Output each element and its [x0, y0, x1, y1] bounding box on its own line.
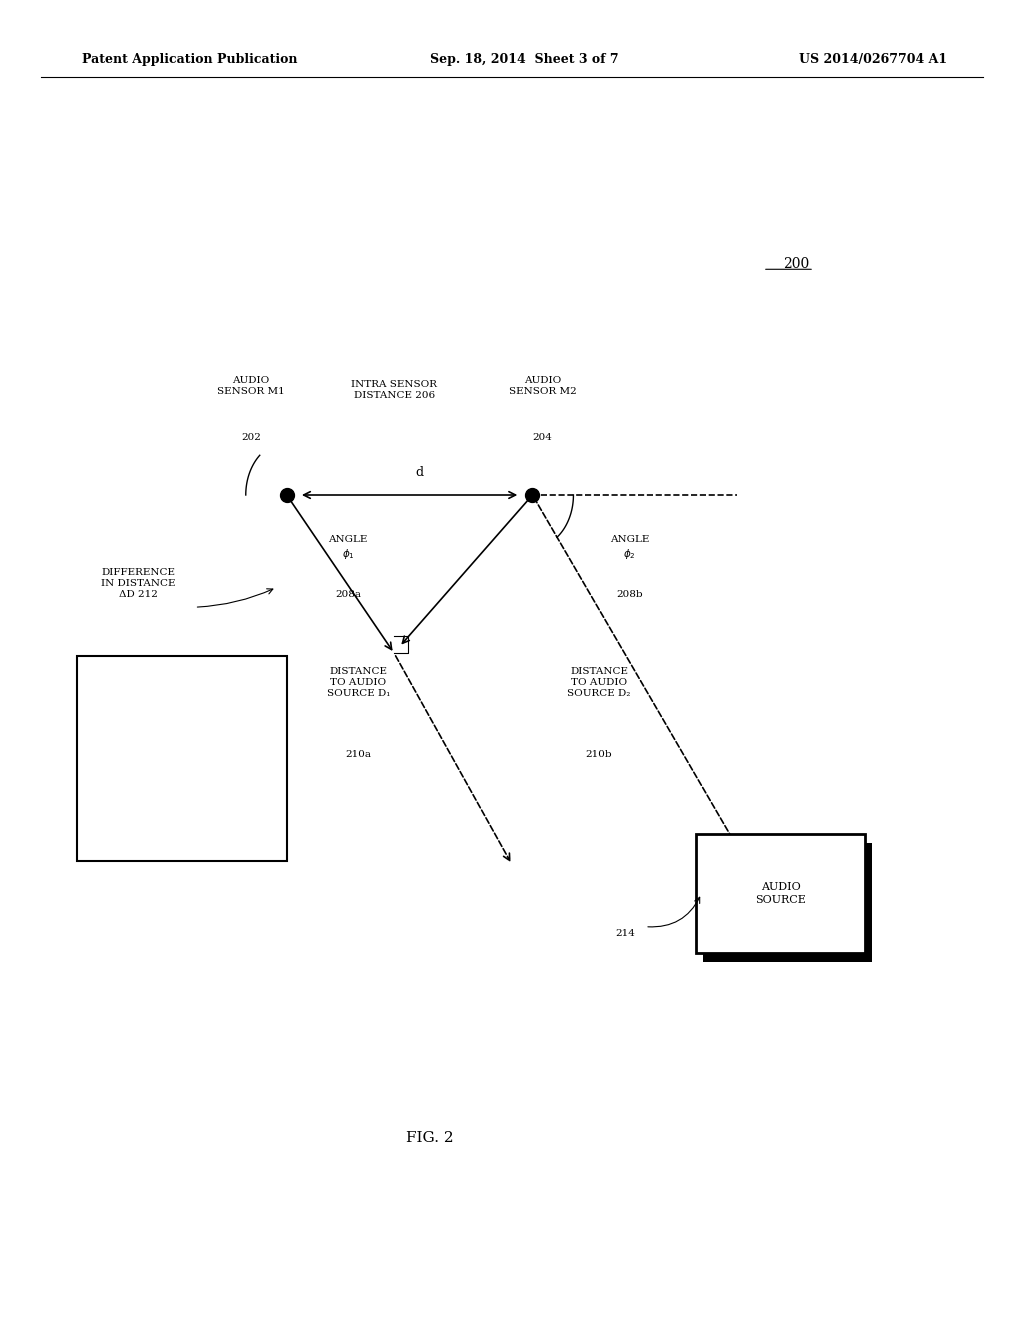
Text: 208a: 208a: [335, 590, 361, 599]
Bar: [77, 656, 287, 861]
Text: 202: 202: [241, 433, 261, 442]
Bar: [696, 834, 865, 953]
Text: $\phi_1 \approx \phi_2$: $\phi_1 \approx \phi_2$: [92, 796, 134, 812]
Text: ASSUME:: ASSUME:: [92, 673, 144, 682]
Text: 204: 204: [532, 433, 553, 442]
Text: 214: 214: [615, 929, 635, 937]
Text: FIG. 2: FIG. 2: [407, 1131, 454, 1144]
Text: 200: 200: [783, 257, 810, 271]
Text: Sep. 18, 2014  Sheet 3 of 7: Sep. 18, 2014 Sheet 3 of 7: [430, 53, 618, 66]
Text: INTRA SENSOR
DISTANCE 206: INTRA SENSOR DISTANCE 206: [351, 380, 437, 400]
Text: DIFFERENCE
IN DISTANCE
ΔD 212: DIFFERENCE IN DISTANCE ΔD 212: [101, 568, 175, 599]
Text: Patent Application Publication: Patent Application Publication: [82, 53, 297, 66]
Text: D1 >> d: D1 >> d: [92, 714, 137, 723]
Text: D2 >> d: D2 >> d: [92, 755, 137, 764]
Text: ANGLE
$\phi_2$: ANGLE $\phi_2$: [610, 535, 649, 561]
Text: 210b: 210b: [586, 750, 612, 759]
Text: d: d: [416, 466, 424, 479]
Text: AUDIO
SENSOR M2: AUDIO SENSOR M2: [509, 376, 577, 396]
Bar: [703, 843, 872, 962]
Text: ANGLE
$\phi_1$: ANGLE $\phi_1$: [329, 535, 368, 561]
Text: AUDIO
SENSOR M1: AUDIO SENSOR M1: [217, 376, 285, 396]
Text: DISTANCE
TO AUDIO
SOURCE D₁: DISTANCE TO AUDIO SOURCE D₁: [327, 667, 390, 698]
Text: DISTANCE
TO AUDIO
SOURCE D₂: DISTANCE TO AUDIO SOURCE D₂: [567, 667, 631, 698]
Text: 208b: 208b: [616, 590, 643, 599]
Text: 210a: 210a: [345, 750, 372, 759]
Text: US 2014/0267704 A1: US 2014/0267704 A1: [799, 53, 947, 66]
Text: AUDIO
SOURCE: AUDIO SOURCE: [756, 882, 806, 906]
